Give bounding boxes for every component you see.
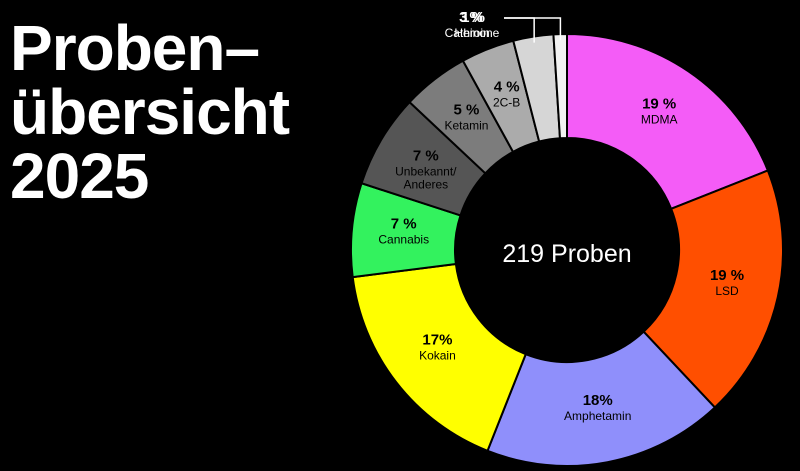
slice-value-label-cannabis: 7 %: [391, 216, 417, 233]
center-label: 219 Proben: [502, 240, 631, 268]
slice-value-label-cathinone: 1%: [461, 9, 483, 26]
slice-category-label-heroin: Heroin: [454, 26, 489, 40]
slice-value-label-amphetamin: 18%: [583, 392, 613, 409]
slice-category-label-cathinone: Cathinone: [445, 26, 500, 40]
slice-value-label-2c-b: 4 %: [494, 79, 520, 96]
leader-cathinone: [504, 17, 562, 41]
title-line-2: übersicht: [10, 76, 290, 148]
slice-category-label-unbekannt-anderes-1: Anderes: [403, 178, 448, 192]
slice-cathinone: [552, 32, 568, 140]
slice-category-label-kokain: Kokain: [419, 349, 456, 363]
slice-mdma: [566, 32, 770, 211]
title-line-1: Proben–: [10, 12, 260, 84]
slice-value-label-ketamin: 5 %: [454, 101, 480, 118]
slice-category-label-cannabis: Cannabis: [378, 233, 429, 247]
slice-category-label-mdma: MDMA: [641, 112, 678, 126]
chart-title: Proben– übersicht 2025: [10, 12, 290, 212]
title-line-3: 2025: [10, 140, 149, 212]
slice-category-label-lsd: LSD: [715, 284, 739, 298]
slice-value-label-heroin: 3 %: [459, 9, 485, 26]
slice-lsd: [642, 169, 784, 409]
slice-value-label-mdma: 19 %: [642, 95, 676, 112]
slice-category-label-unbekannt-anderes-0: Unbekannt/: [395, 165, 457, 179]
slice-category-label-amphetamin: Amphetamin: [564, 409, 631, 423]
slice-value-label-lsd: 19 %: [710, 267, 744, 284]
slice-value-label-kokain: 17%: [422, 332, 452, 349]
slice-value-label-unbekannt-anderes: 7 %: [413, 148, 439, 165]
slice-kokain: [351, 262, 528, 453]
slice-amphetamin: [486, 330, 717, 467]
slice-category-label-ketamin: Ketamin: [444, 118, 488, 132]
slice-category-label-2c-b: 2C-B: [493, 96, 520, 110]
